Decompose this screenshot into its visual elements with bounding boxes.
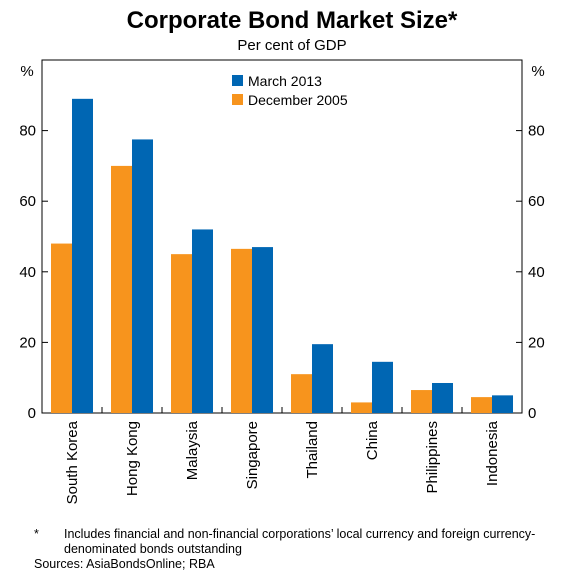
legend-swatch-december-2005 [232,94,243,105]
bar-march-2013-singapore [252,247,273,413]
bar-march-2013-philippines [432,382,453,413]
x-category-label: Singapore [244,421,261,489]
y-tick-label-right: 20 [528,334,545,351]
chart-subtitle: Per cent of GDP [237,37,346,54]
y-ticks: 0 0 20 20 40 40 60 60 80 80 [19,123,544,422]
x-category-label: Indonesia [484,420,501,486]
bar-december-2005-thailand [291,374,312,413]
bar-december-2005-hong-kong [111,165,132,413]
legend: March 2013 December 2005 [232,73,348,108]
x-category-label: Malaysia [184,420,201,480]
bar-march-2013-china [372,361,393,413]
y-tick-label-left: 0 [28,405,36,422]
bar-december-2005-indonesia [471,397,492,413]
bar-march-2013-thailand [312,344,333,413]
chart-notes: * Includes financial and non-financial c… [34,527,574,572]
y-tick-label-left: 20 [19,334,36,351]
y-tick-label-left: 40 [19,264,36,281]
y-tick-label-left: 60 [19,193,36,210]
x-category-label: China [364,420,381,460]
bar-december-2005-malaysia [171,254,192,413]
y-tick-label-right: 40 [528,264,545,281]
legend-label-december-2005: December 2005 [248,92,348,108]
bar-december-2005-philippines [411,390,432,413]
y-tick-label-right: 80 [528,123,545,140]
sources: Sources: AsiaBondsOnline; RBA [34,557,215,571]
y-tick-label-right: 0 [528,405,536,422]
y-tick-label-left: 80 [19,123,36,140]
bar-march-2013-hong-kong [132,139,153,414]
y-unit-right: % [531,63,544,80]
legend-label-march-2013: March 2013 [248,73,322,89]
y-unit-left: % [20,63,33,80]
bar-march-2013-indonesia [492,395,513,413]
x-category-label: South Korea [64,420,81,504]
bar-december-2005-singapore [231,248,252,413]
x-category-label: Philippines [424,421,441,494]
chart-title: Corporate Bond Market Size* [127,7,458,34]
x-category-label: Hong Kong [124,421,141,496]
footnote: * Includes financial and non-financial c… [34,527,574,557]
legend-swatch-march-2013 [232,75,243,86]
bar-december-2005-china [351,402,372,413]
category-labels: South Korea Hong Kong Malaysia Singapore Tha… [64,420,501,504]
footnote-text: Includes financial and non-financial cor… [64,527,536,556]
bars [51,98,513,414]
footnote-marker: * [34,527,39,541]
x-category-label: Thailand [304,421,321,479]
chart: Corporate Bond Market Size* Per cent of … [19,7,544,504]
bar-march-2013-malaysia [192,229,213,413]
bar-march-2013-south-korea [72,98,93,413]
y-tick-label-right: 60 [528,193,545,210]
bar-december-2005-south-korea [51,243,72,413]
